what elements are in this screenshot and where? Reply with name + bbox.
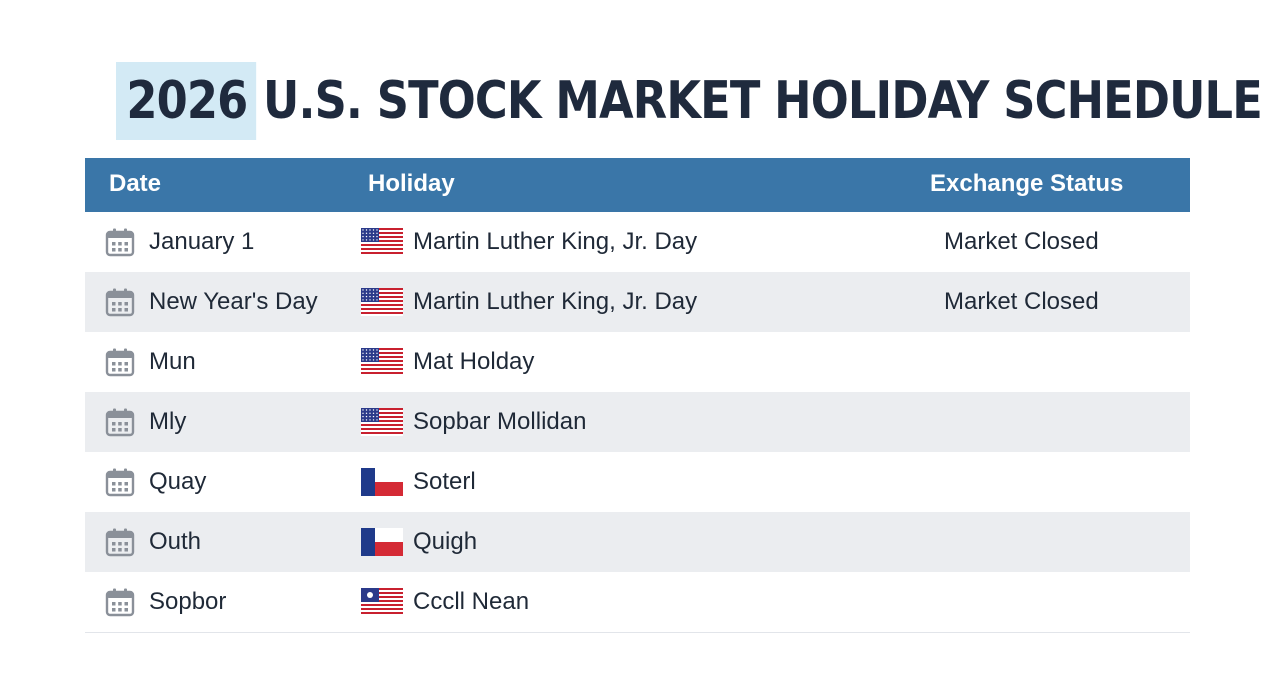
- status-cell: Market Closed: [944, 228, 1099, 255]
- table-row: Mun Mat Holday: [85, 332, 1190, 392]
- date-cell: New Year's Day: [149, 288, 318, 315]
- title-text: U.S. STOCK MARKET HOLIDAY SCHEDULE: [262, 71, 1263, 131]
- date-cell: Sopbor: [149, 588, 227, 615]
- us-flag-icon: [361, 348, 403, 376]
- date-cell: Mly: [149, 408, 187, 435]
- table-body: January 1 Martin Luther King, Jr. Day Mark…: [85, 212, 1190, 633]
- emblem-flag-icon: [361, 588, 403, 616]
- holiday-cell: Soterl: [413, 468, 476, 495]
- calendar-icon: [105, 587, 135, 617]
- date-cell: Outh: [149, 528, 202, 555]
- holiday-table: Date Holiday Exchange Status January 1 Ma…: [85, 158, 1190, 633]
- holiday-cell: Martin Luther King, Jr. Day: [413, 288, 698, 315]
- status-cell: Market Closed: [944, 288, 1099, 315]
- us-flag-icon: [361, 408, 403, 436]
- calendar-icon: [105, 287, 135, 317]
- holiday-cell: Martin Luther King, Jr. Day: [413, 228, 698, 255]
- lone-star-flag-icon: [361, 528, 403, 556]
- holiday-cell: Cccll Nean: [413, 588, 530, 615]
- calendar-icon: [105, 347, 135, 377]
- table-row: New Year's Day Martin Luther King, Jr. Da…: [85, 272, 1190, 332]
- table-row: Outh Quigh: [85, 512, 1190, 572]
- us-flag-icon: [361, 228, 403, 256]
- calendar-icon: [105, 227, 135, 257]
- us-flag-icon: [361, 288, 403, 316]
- calendar-icon: [105, 527, 135, 557]
- date-cell: January 1: [149, 228, 255, 255]
- table-row: Mly Sopbar Mollidan: [85, 392, 1190, 452]
- page-title: 2026 U.S. STOCK MARKET HOLIDAY SCHEDULE: [116, 62, 1280, 140]
- table-row: January 1 Martin Luther King, Jr. Day Mark…: [85, 212, 1190, 272]
- holiday-cell: Quigh: [413, 528, 478, 555]
- table-row: Sopbor Cccll Nean: [85, 572, 1190, 633]
- table-row: Quay Soterl: [85, 452, 1190, 512]
- date-cell: Mun: [149, 348, 196, 375]
- title-year-highlight: 2026: [116, 62, 256, 140]
- calendar-icon: [105, 407, 135, 437]
- table-header: Date Holiday Exchange Status: [85, 158, 1190, 212]
- calendar-icon: [105, 467, 135, 497]
- holiday-cell: Sopbar Mollidan: [413, 408, 587, 435]
- column-header-date: Date: [109, 170, 162, 197]
- date-cell: Quay: [149, 468, 207, 495]
- lone-star-flag-icon: [361, 468, 403, 496]
- column-header-holiday: Holiday: [368, 170, 455, 197]
- holiday-cell: Mat Holday: [413, 348, 535, 375]
- column-header-status: Exchange Status: [930, 170, 1124, 197]
